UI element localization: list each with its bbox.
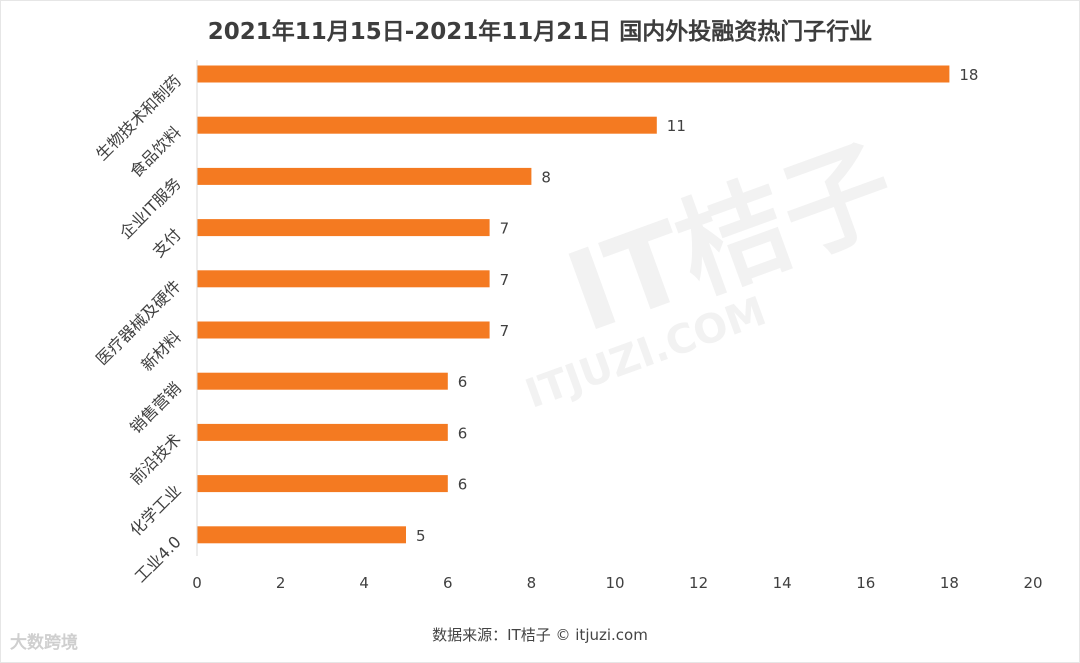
category-labels-group: 生物技术和制药食品饮料企业IT服务支付医疗器械及硬件新材料销售营销前沿技术化学工… <box>92 71 185 586</box>
value-label-7: 6 <box>458 424 468 442</box>
bar-2 <box>197 167 532 185</box>
x-tick-label-4: 8 <box>527 574 537 592</box>
x-tick-label-7: 14 <box>773 574 792 592</box>
bar-6 <box>197 372 448 390</box>
category-label-6: 销售营销 <box>126 379 185 438</box>
brand-watermark: 大数跨境 <box>10 633 78 653</box>
x-tick-label-8: 16 <box>856 574 875 592</box>
value-label-9: 5 <box>416 527 426 545</box>
value-label-1: 11 <box>667 117 686 135</box>
data-source-note: 数据来源：IT桔子 © itjuzi.com <box>432 626 648 644</box>
category-label-5: 新材料 <box>137 327 184 374</box>
value-label-3: 7 <box>500 220 510 238</box>
x-tick-label-0: 0 <box>192 574 202 592</box>
value-label-4: 7 <box>500 271 510 289</box>
x-tick-label-10: 20 <box>1023 574 1042 592</box>
x-tick-label-6: 12 <box>689 574 708 592</box>
value-label-0: 18 <box>959 66 978 84</box>
chart-title: 2021年11月15日-2021年11月21日 国内外投融资热门子行业 <box>207 19 873 45</box>
bar-9 <box>197 526 406 544</box>
bars-group <box>197 65 950 544</box>
bar-1 <box>197 116 657 134</box>
x-tick-label-9: 18 <box>940 574 959 592</box>
value-label-5: 7 <box>500 322 510 340</box>
category-label-7: 前沿技术 <box>126 430 185 489</box>
value-labels-group: 18 11 8 7 7 7 6 6 6 5 <box>416 66 978 545</box>
x-tick-label-2: 4 <box>359 574 369 592</box>
category-label-0: 生物技术和制药 <box>92 71 185 164</box>
category-label-4: 医疗器械及硬件 <box>92 276 185 369</box>
value-label-6: 6 <box>458 373 468 391</box>
x-tick-label-1: 2 <box>276 574 286 592</box>
bar-8 <box>197 475 448 493</box>
x-tick-labels-group: 0 2 4 6 8 10 12 14 16 18 20 <box>192 574 1042 592</box>
bar-0 <box>197 65 950 83</box>
x-tick-label-3: 6 <box>443 574 453 592</box>
category-label-8: 化学工业 <box>126 481 185 540</box>
bar-3 <box>197 219 490 237</box>
bar-5 <box>197 321 490 339</box>
category-label-3: 支付 <box>149 225 185 261</box>
x-tick-label-5: 10 <box>605 574 624 592</box>
value-label-8: 6 <box>458 476 468 494</box>
bar-7 <box>197 423 448 441</box>
bar-4 <box>197 270 490 288</box>
value-label-2: 8 <box>541 168 551 186</box>
